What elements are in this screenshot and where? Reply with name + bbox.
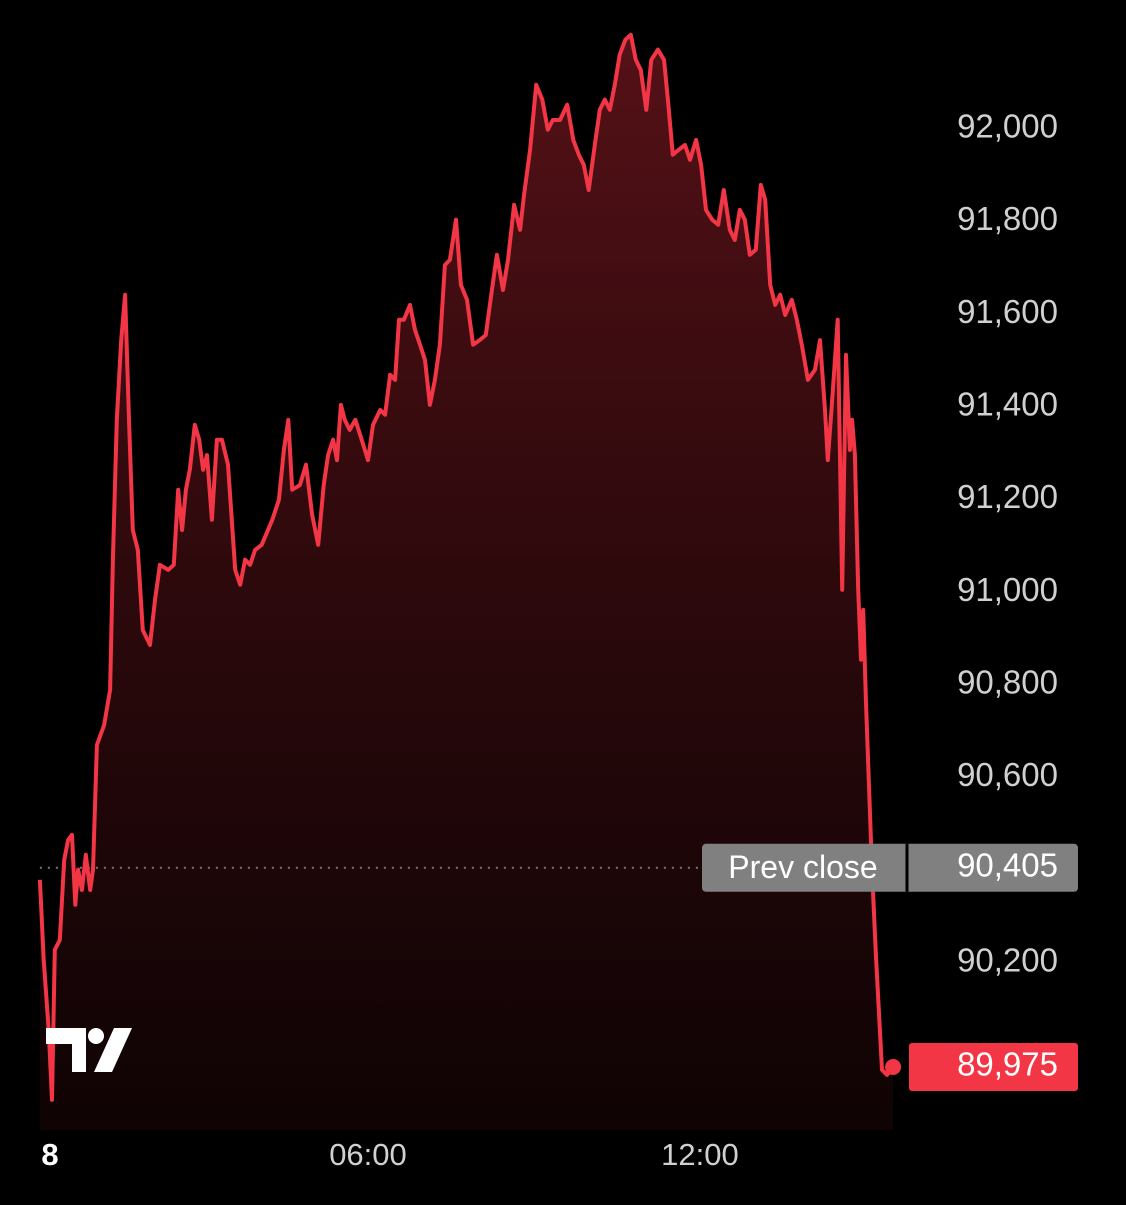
prev-close-label: Prev close <box>728 849 877 885</box>
y-tick-label: 91,000 <box>957 571 1058 608</box>
y-tick-label: 90,800 <box>957 663 1058 700</box>
prev-close-value: 90,405 <box>957 846 1058 883</box>
y-tick-label: 90,600 <box>957 756 1058 793</box>
x-tick-label: 06:00 <box>329 1137 407 1172</box>
y-tick-label: 92,000 <box>957 108 1058 145</box>
last-point <box>885 1058 902 1075</box>
last-price-box <box>909 1042 1078 1091</box>
last-price-label: 89,975 <box>957 1046 1058 1083</box>
x-tick-label: 8 <box>41 1137 58 1172</box>
y-tick-label: 90,200 <box>957 941 1058 978</box>
price-line <box>37 32 895 1102</box>
prev-close-box <box>702 843 1078 892</box>
x-tick-label: 12:00 <box>661 1137 739 1172</box>
y-tick-label: 91,800 <box>957 200 1058 237</box>
tv-logo <box>46 1028 132 1072</box>
y-tick-label: 91,200 <box>957 478 1058 515</box>
area-fill <box>39 34 894 1131</box>
y-tick-label: 91,400 <box>957 386 1058 423</box>
last-price-badge: 89,975 <box>909 1042 1078 1091</box>
y-tick-label: 91,600 <box>957 293 1058 330</box>
prev-close-badge: Prev close 90,405 <box>702 843 1078 892</box>
